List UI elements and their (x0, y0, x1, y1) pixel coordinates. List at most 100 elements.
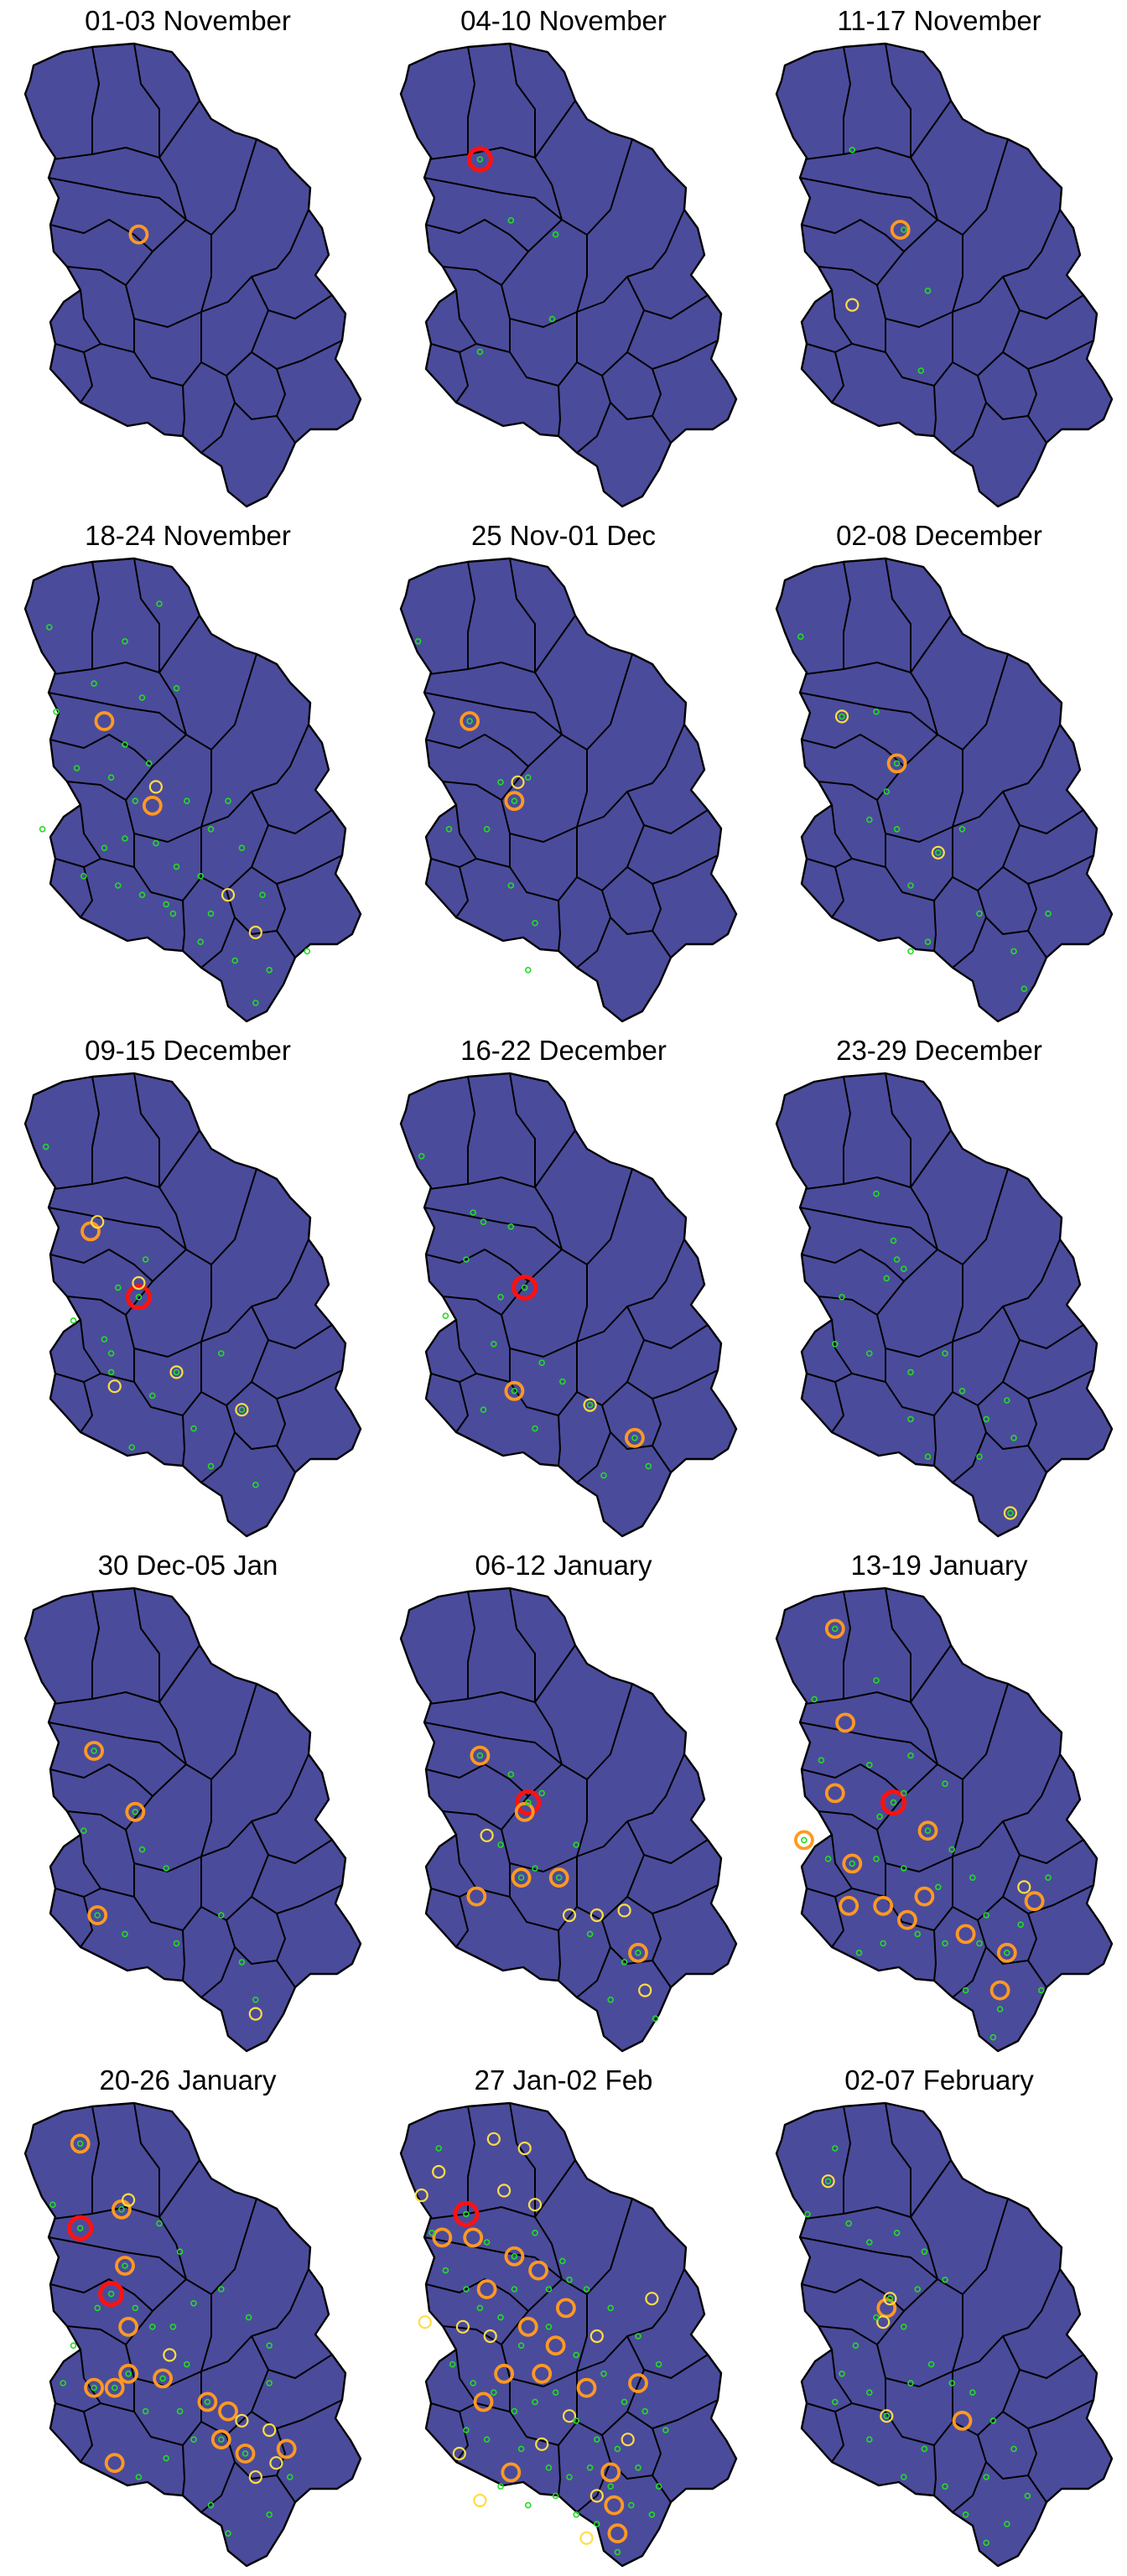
small-event-marker (641, 2407, 649, 2415)
large-event-marker (824, 1618, 845, 1639)
small-event-marker (1021, 985, 1028, 993)
large-event-marker (104, 2377, 125, 2398)
panel-title: 06-12 January (475, 1550, 652, 1581)
medium-event-marker (455, 2319, 470, 2334)
medium-event-marker (483, 2329, 497, 2344)
large-event-marker (917, 1820, 938, 1841)
region-map (775, 1072, 1114, 1538)
map-panel: 25 Nov-01 Dec (376, 515, 751, 1030)
small-event-marker (80, 1827, 87, 1835)
small-event-marker (91, 2384, 97, 2392)
small-event-marker (517, 2445, 525, 2453)
medium-event-marker (235, 2413, 249, 2428)
small-event-marker (548, 315, 556, 323)
large-event-marker (235, 2444, 256, 2464)
medium-event-marker (418, 2315, 432, 2329)
small-event-marker (866, 1350, 873, 1357)
small-event-marker (832, 1625, 839, 1633)
small-event-marker (983, 1912, 990, 1919)
large-event-marker (545, 2335, 566, 2356)
small-event-marker (555, 1874, 563, 1882)
region-map (399, 42, 738, 508)
large-event-marker (118, 2316, 139, 2337)
small-event-marker (163, 901, 169, 908)
large-event-marker (94, 711, 115, 731)
small-event-marker (976, 910, 983, 917)
large-event-marker (276, 2438, 297, 2459)
small-event-marker (924, 287, 932, 294)
small-event-marker (532, 2398, 538, 2406)
small-event-marker (907, 1368, 914, 1376)
small-event-marker (621, 1959, 628, 1966)
small-event-marker (532, 919, 538, 927)
large-event-marker (835, 1712, 855, 1733)
small-event-marker (511, 797, 518, 805)
small-event-marker (142, 1256, 149, 1263)
small-event-marker (190, 2436, 197, 2444)
medium-event-marker (497, 2184, 512, 2198)
medium-event-marker (527, 2198, 543, 2212)
small-event-marker (907, 882, 914, 889)
small-event-marker (914, 1930, 921, 1938)
small-event-marker (901, 1265, 907, 1273)
small-event-marker (128, 1444, 135, 1451)
small-event-marker (138, 891, 146, 899)
small-event-marker (149, 1392, 156, 1400)
small-event-marker (266, 966, 273, 974)
small-event-marker (497, 1293, 504, 1301)
small-event-marker (94, 1912, 101, 1919)
large-event-marker (494, 2363, 515, 2384)
small-event-marker (122, 1930, 128, 1938)
large-event-marker (128, 224, 149, 245)
large-event-marker (952, 2410, 973, 2431)
small-event-marker (839, 2370, 845, 2377)
small-event-marker (525, 966, 532, 974)
small-event-marker (480, 1218, 487, 1225)
small-event-marker (866, 2239, 873, 2246)
small-event-marker (483, 825, 491, 833)
small-event-marker (586, 1930, 594, 1938)
small-event-marker (115, 882, 122, 889)
major-event-marker (880, 1789, 906, 1816)
small-event-marker (907, 948, 914, 955)
small-event-marker (866, 2389, 873, 2397)
small-event-marker (207, 1462, 215, 1470)
small-event-marker (115, 1284, 122, 1291)
small-event-marker (873, 1190, 880, 1197)
small-event-marker (173, 1368, 180, 1376)
small-event-marker (635, 2333, 641, 2340)
region-map (23, 42, 362, 508)
small-event-marker (225, 797, 231, 805)
small-event-marker (53, 709, 60, 715)
small-event-marker (207, 2501, 215, 2509)
small-event-marker (122, 2262, 128, 2269)
small-event-marker (969, 2389, 976, 2397)
small-event-marker (132, 797, 139, 805)
small-event-marker (159, 2375, 166, 2382)
large-event-marker (501, 2462, 522, 2483)
small-event-marker (252, 1000, 259, 1006)
panel-title: 02-07 February (844, 2064, 1034, 2096)
large-event-marker (504, 2246, 525, 2267)
large-event-marker (600, 2462, 621, 2483)
small-event-marker (873, 1855, 880, 1862)
panel-title: 02-08 December (836, 520, 1042, 551)
medium-event-marker (169, 1365, 184, 1379)
small-event-marker (849, 1860, 856, 1867)
small-event-marker (935, 1883, 942, 1891)
small-event-marker (111, 2384, 118, 2392)
small-event-marker (442, 2267, 449, 2274)
large-event-marker (125, 1801, 146, 1822)
small-event-marker (266, 2511, 273, 2518)
small-event-marker (107, 1350, 115, 1357)
small-event-marker (621, 2398, 628, 2406)
small-event-marker (538, 1359, 545, 1367)
small-event-marker (107, 774, 115, 782)
small-event-marker (286, 2474, 293, 2480)
small-event-marker (135, 2474, 143, 2480)
small-event-marker (135, 1293, 143, 1301)
small-event-marker (101, 1336, 108, 1343)
small-event-marker (76, 2140, 84, 2148)
small-event-marker (476, 156, 484, 163)
small-event-marker (958, 825, 966, 833)
